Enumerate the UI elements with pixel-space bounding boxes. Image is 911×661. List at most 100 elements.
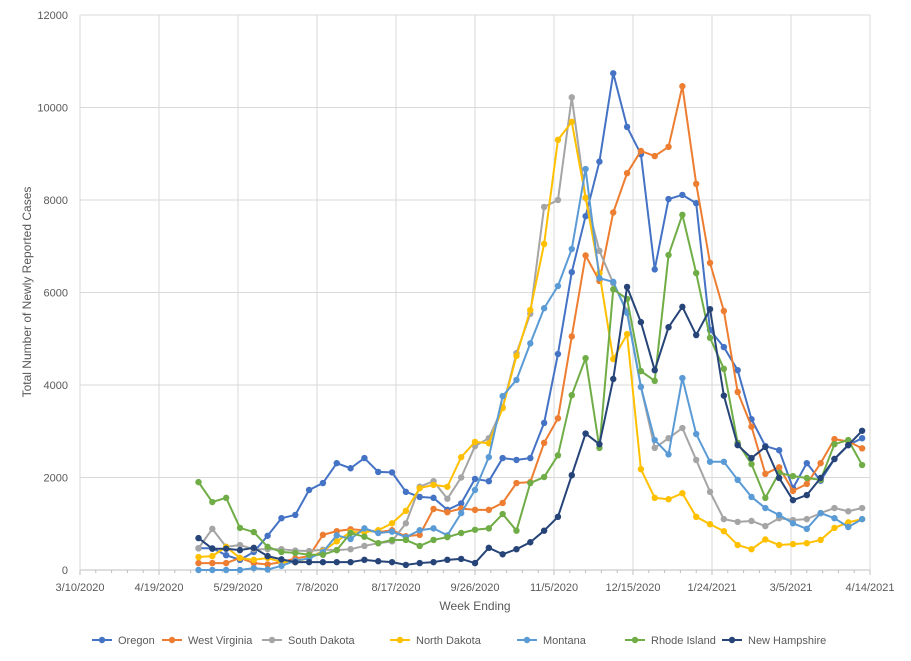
data-point [485, 440, 493, 447]
data-point [209, 525, 216, 533]
data-point [485, 525, 493, 532]
legend-item: Rhode Island [625, 635, 716, 647]
data-point [416, 527, 423, 534]
data-point [540, 419, 548, 427]
data-point [333, 459, 340, 467]
data-point [845, 441, 852, 449]
data-point [250, 564, 257, 572]
data-point [195, 534, 202, 542]
data-point [457, 529, 465, 537]
legend-item: Oregon [92, 635, 155, 647]
data-point [319, 479, 327, 487]
data-point [568, 391, 575, 399]
data-point [679, 374, 686, 382]
data-point [347, 529, 354, 537]
data-point [319, 531, 327, 539]
legend-label: Rhode Island [651, 635, 716, 647]
data-point [499, 510, 506, 518]
data-point [748, 493, 755, 501]
data-point [789, 520, 797, 527]
data-point [292, 511, 299, 519]
data-point [665, 451, 672, 458]
data-point [803, 474, 810, 482]
legend-marker-icon [168, 636, 176, 644]
data-point [720, 365, 728, 373]
data-point [554, 513, 562, 521]
data-point [831, 515, 838, 522]
data-point [734, 388, 741, 396]
data-point [831, 455, 838, 463]
data-point [195, 553, 202, 561]
data-point [527, 539, 534, 546]
data-point [554, 196, 562, 204]
x-axis-ticks: 3/10/2020 4/19/2020 5/29/2020 7/8/2020 8/17/… [56, 582, 895, 594]
data-point [831, 504, 838, 512]
data-point [444, 483, 451, 490]
data-point [222, 545, 230, 552]
data-point [734, 367, 741, 374]
legend-label: West Virginia [188, 635, 253, 647]
data-point [582, 354, 589, 362]
data-point [803, 491, 810, 499]
data-point [858, 434, 866, 442]
data-point [333, 546, 340, 554]
series-new-hampshire [195, 283, 866, 569]
data-point [540, 527, 548, 534]
data-point [375, 558, 382, 565]
data-point [623, 169, 631, 177]
data-point [250, 528, 257, 536]
x-tick-label: 3/5/2021 [770, 582, 813, 594]
data-point [471, 506, 479, 514]
data-point [817, 474, 824, 482]
data-point [499, 392, 506, 400]
data-point [775, 474, 783, 482]
data-point [554, 350, 562, 358]
data-point [388, 536, 396, 544]
data-point [264, 532, 271, 539]
data-point [527, 340, 534, 347]
y-tick-label: 10000 [37, 103, 68, 115]
data-point [775, 447, 783, 454]
data-point [734, 476, 741, 484]
data-point [610, 209, 617, 216]
data-point [679, 490, 686, 497]
data-point [845, 508, 852, 515]
data-point [471, 559, 479, 567]
data-point [762, 504, 769, 512]
y-tick-label: 0 [62, 565, 68, 577]
data-point [388, 469, 396, 476]
legend-marker-icon [98, 636, 106, 644]
data-point [444, 495, 451, 502]
data-point [679, 303, 686, 311]
data-point [264, 543, 271, 551]
data-point [305, 558, 313, 566]
data-point [195, 478, 202, 486]
data-point [278, 562, 285, 570]
data-point [388, 520, 396, 527]
data-point [817, 459, 824, 467]
data-point [513, 479, 520, 487]
data-point [748, 460, 755, 468]
data-point [720, 527, 728, 535]
data-point [568, 94, 575, 101]
data-point [734, 541, 741, 549]
data-point [333, 558, 340, 566]
data-point [457, 555, 465, 563]
data-point [817, 536, 824, 544]
data-point [845, 519, 852, 526]
data-point [278, 515, 285, 522]
data-point [568, 333, 575, 340]
data-point [305, 486, 313, 494]
data-point [706, 334, 714, 342]
data-point [637, 367, 645, 375]
data-point [845, 523, 852, 531]
data-point [789, 496, 797, 504]
data-point [527, 306, 534, 314]
x-tick-label: 8/17/2020 [372, 582, 421, 594]
data-point [388, 528, 396, 535]
data-point [347, 545, 354, 553]
data-point [457, 474, 465, 481]
data-point [582, 194, 589, 201]
legend-label: North Dakota [416, 635, 482, 647]
data-point [679, 424, 686, 432]
